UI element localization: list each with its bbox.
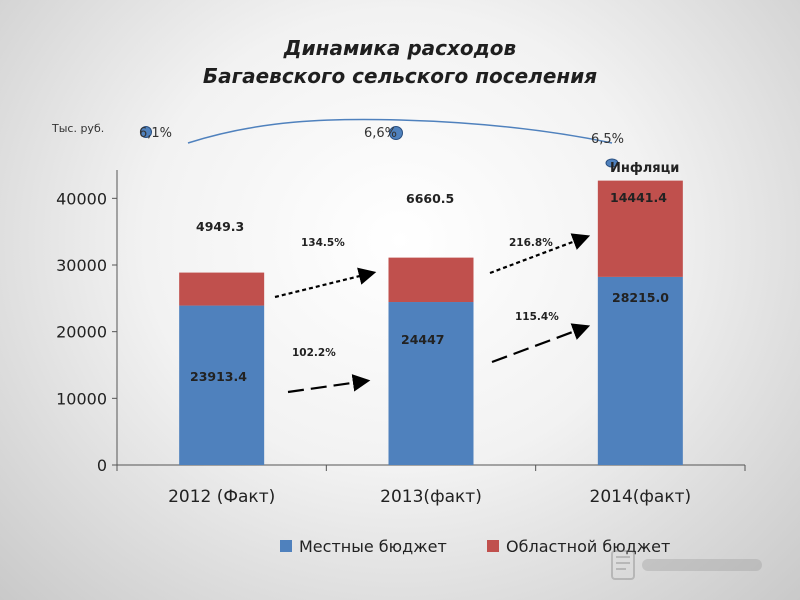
legend-label-regional: Областной бюджет [506,537,670,556]
growth-arrow-regional [489,233,591,275]
bar-local-1 [179,305,265,465]
x-category-label: 2013(факт) [380,487,482,507]
bar-regional-2 [388,257,474,303]
y-tick-label: 30000 [56,256,107,275]
growth-label-local: 115.4% [515,311,559,323]
y-tick-label: 0 [97,456,107,475]
growth-arrow-regional [274,267,377,299]
bar-local-2 [388,302,474,465]
inflation-curve [187,118,613,144]
x-category-label: 2012 (Факт) [168,487,275,507]
growth-arrow-local [491,323,591,364]
inflation-value-label: 6,1% [139,126,172,141]
local-value-label: 23913.4 [190,369,247,384]
legend-swatch-regional [487,540,499,552]
inflation-series-label: Инфляци [610,161,679,176]
growth-label-regional: 134.5% [301,237,345,249]
bar-regional-3 [597,180,683,277]
chart-title-line2: Багаевского сельского поселения [202,64,598,88]
bar-local-3 [597,276,683,465]
local-value-label: 28215.0 [612,290,669,305]
legend-swatch-local [280,540,292,552]
y-unit-label: Тыс. руб. [51,122,104,135]
watermark-logo-icon [611,550,762,580]
growth-label-regional: 216.8% [509,237,553,249]
inflation-value-label: 6,6% [364,126,397,141]
regional-value-label: 4949.3 [196,219,244,234]
chart-title-line1: Динамика расходов [283,36,517,60]
inflation-marker [140,126,152,138]
legend-label-local: Местные бюджет [299,537,447,556]
regional-value-label: 6660.5 [406,191,454,206]
growth-label-local: 102.2% [292,347,336,359]
growth-arrow-local [287,374,371,394]
regional-value-label: 14441.4 [610,190,667,205]
y-tick-label: 20000 [56,323,107,342]
y-tick-label: 40000 [56,189,107,208]
local-value-label: 24447 [401,332,445,347]
x-category-label: 2014(факт) [590,487,692,507]
bar-regional-1 [179,272,265,306]
inflation-value-label: 6,5% [591,132,624,147]
y-tick-label: 10000 [56,389,107,408]
inflation-marker [389,126,403,140]
inflation-marker [605,158,619,168]
